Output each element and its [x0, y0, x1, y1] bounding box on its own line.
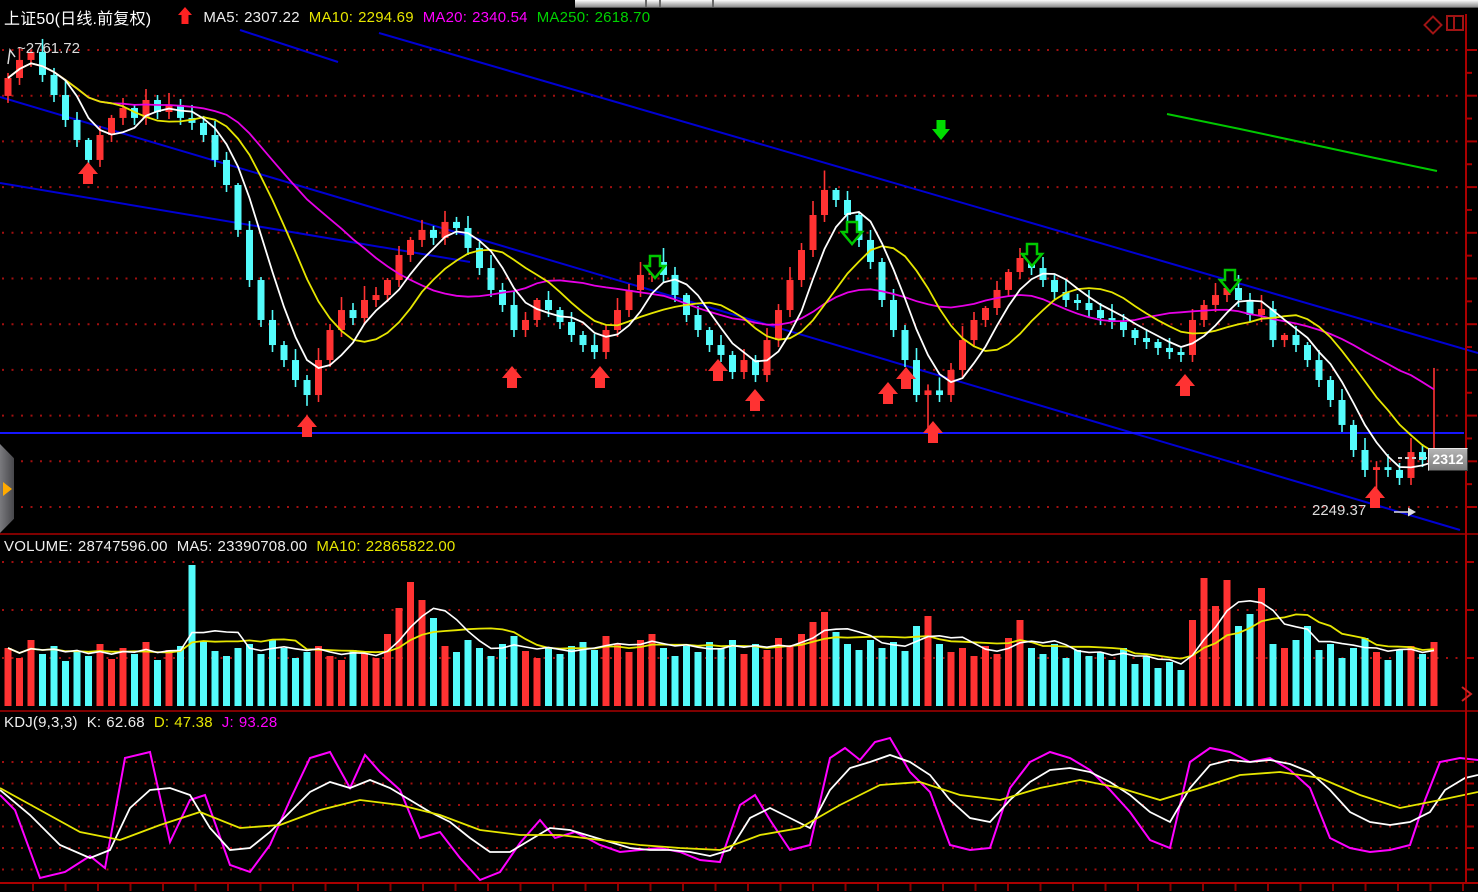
- j-label: J:: [221, 714, 234, 731]
- strip-notch: [645, 0, 647, 7]
- candles-layer: [4, 38, 1438, 505]
- volume-ma5-value: 23390708.00: [217, 538, 308, 555]
- strip-notch: [659, 0, 661, 7]
- buy-arrow-marker: [1175, 374, 1195, 396]
- ma20-label: MA20:: [422, 8, 468, 26]
- buy-arrow-marker: [1365, 486, 1385, 508]
- axis-layer: [0, 14, 1478, 891]
- period-low-label: 2249.37: [1312, 502, 1367, 519]
- k-label: K:: [86, 714, 102, 731]
- ma10-line: [7, 62, 1435, 453]
- annotation-lines: [7, 48, 1427, 517]
- volume-ma10-label: MA10:: [316, 538, 361, 555]
- sell-arrow-marker: [1217, 268, 1243, 294]
- buy-arrow-marker: [923, 421, 943, 443]
- ma250-line: [1166, 113, 1438, 172]
- trendline: [239, 29, 339, 63]
- left-panel-expander[interactable]: [0, 444, 14, 533]
- ma20-value: 2340.54: [472, 8, 528, 26]
- ma5-value: 2307.22: [244, 8, 300, 26]
- ma5-label: MA5:: [203, 8, 240, 26]
- trendline-layer: [0, 29, 1478, 531]
- kdj-d-line: [0, 771, 1478, 851]
- buy-arrow-marker: [590, 366, 610, 388]
- grid-layer: [2, 49, 1458, 871]
- expand-right-icon: [3, 482, 12, 496]
- ma10-value: 2294.69: [358, 8, 414, 26]
- j-value: 93.28: [238, 714, 278, 731]
- kdj-lines: [0, 736, 1478, 882]
- buy-arrow-marker: [297, 415, 317, 437]
- period-high-label: ~2761.72: [17, 40, 80, 57]
- buy-arrow-marker: [708, 359, 728, 381]
- ma250-value: 2618.70: [594, 8, 651, 26]
- ma10-label: MA10:: [308, 8, 354, 26]
- volume-ma10-value: 22865822.00: [365, 538, 456, 555]
- last-price-tag: 2312: [1428, 448, 1468, 471]
- kdj-j-line: [0, 736, 1478, 882]
- buy-arrow-marker: [745, 389, 765, 411]
- ma250-label: MA250:: [536, 8, 590, 26]
- buy-arrow-marker: [878, 382, 898, 404]
- kdj-name: KDJ(9,3,3): [4, 714, 78, 731]
- sell-arrow-solid-marker: [932, 120, 950, 140]
- volume-ma10-line: [7, 613, 1435, 660]
- trendline: [0, 96, 1461, 531]
- buy-arrow-marker: [896, 367, 916, 389]
- kdj-header: KDJ(9,3,3) K: 62.68 D: 47.38 J: 93.28: [4, 714, 277, 731]
- split-window-icon[interactable]: [1446, 15, 1464, 31]
- ma20-line: [7, 62, 1435, 391]
- volume-value: 28747596.00: [77, 538, 168, 555]
- signal-markers: [78, 120, 1385, 508]
- sell-arrow-marker: [839, 220, 865, 246]
- main-chart-header: 上证50(日线.前复权) MA5: 2307.22 MA10: 2294.69 MA…: [4, 5, 650, 29]
- volume-ma5-label: MA5:: [176, 538, 213, 555]
- up-arrow-icon: [178, 6, 193, 28]
- sell-arrow-marker: [1019, 242, 1045, 268]
- strip-notch: [712, 0, 714, 7]
- volume-bars-layer: [4, 565, 1438, 706]
- ma5-line: [7, 62, 1435, 469]
- k-value: 62.68: [106, 714, 145, 731]
- sell-arrow-marker: [642, 254, 668, 280]
- d-label: D:: [153, 714, 170, 731]
- volume-ma5-line: [7, 599, 1435, 665]
- volume-header: VOLUME: 28747596.00 MA5: 23390708.00 MA10:…: [4, 538, 455, 555]
- trendline: [378, 32, 1478, 354]
- buy-arrow-marker: [78, 162, 98, 184]
- volume-scroll-arrow[interactable]: [1461, 686, 1473, 702]
- kdj-k-line: [0, 754, 1478, 859]
- buy-arrow-marker: [502, 366, 522, 388]
- volume-label: VOLUME:: [4, 538, 73, 555]
- d-value: 47.38: [174, 714, 213, 731]
- symbol-title: 上证50(日线.前复权): [4, 11, 152, 28]
- window-top-strip: [575, 0, 1478, 8]
